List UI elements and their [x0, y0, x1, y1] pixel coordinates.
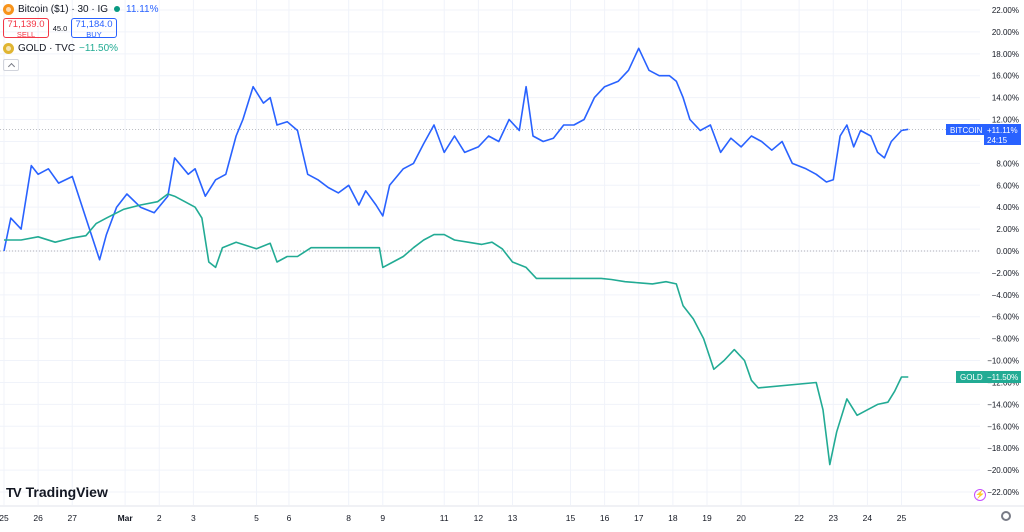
y-tick-label: 4.00%	[996, 203, 1019, 212]
gold-legend-row[interactable]: GOLD · TVC −11.50%	[3, 41, 158, 55]
buy-label: BUY	[86, 30, 102, 39]
bitcoin-symbol-title[interactable]: Bitcoin ($1) · 30 · IG	[18, 3, 109, 15]
y-tick-label: 0.00%	[996, 247, 1019, 256]
x-tick-label: 3	[191, 513, 196, 523]
x-tick-label: 26	[33, 513, 43, 523]
lightning-icon[interactable]: ⚡	[974, 489, 986, 501]
gold-icon	[3, 42, 14, 54]
x-tick-label: 22	[794, 513, 804, 523]
x-tick-label: 16	[600, 513, 610, 523]
y-tick-label: 20.00%	[992, 28, 1019, 37]
x-tick-label: 25	[0, 513, 9, 523]
y-tick-label: 2.00%	[996, 225, 1019, 234]
bitcoin-series-line[interactable]	[3, 47, 909, 261]
price-scale[interactable]: 22.00%20.00%18.00%16.00%14.00%12.00%10.0…	[987, 6, 1019, 497]
gold-tag-label: GOLD	[960, 373, 983, 382]
grid-lines	[0, 0, 1024, 507]
sell-button[interactable]: 71,139.0 SELL	[3, 18, 49, 39]
gold-last-value-tag: GOLD −11.50%	[956, 371, 1021, 383]
y-tick-label: −8.00%	[992, 335, 1019, 344]
y-tick-label: −6.00%	[992, 313, 1019, 322]
tradingview-logo-text: TradingView	[25, 484, 108, 500]
y-tick-label: −18.00%	[987, 444, 1019, 453]
buy-button[interactable]: 71,184.0 BUY	[71, 18, 117, 39]
x-tick-label: 24	[863, 513, 873, 523]
tradingview-logo[interactable]: TV TradingView	[6, 484, 108, 500]
gold-series-line[interactable]	[4, 193, 909, 466]
y-tick-label: 6.00%	[996, 181, 1019, 190]
bitcoin-tag-countdown: 24:15	[987, 136, 1008, 145]
time-scale[interactable]: 25 26 27 Mar 2 3 5 6 8 9 11 12 13 15 16 17 18 19 20 22 23 24 2…	[0, 513, 907, 523]
x-tick-label: 18	[668, 513, 678, 523]
chart-legend: Bitcoin ($1) · 30 · IG 11.11% 71,139.0 S…	[3, 2, 158, 71]
trade-buttons: 71,139.0 SELL 45.0 71,184.0 BUY	[3, 18, 158, 39]
x-tick-label: 12	[474, 513, 484, 523]
bitcoin-tag-label: BITCOIN	[950, 126, 983, 135]
y-tick-label: 12.00%	[992, 116, 1019, 125]
sell-price: 71,139.0	[7, 19, 45, 30]
collapse-legend-button[interactable]	[3, 59, 19, 71]
tradingview-mark-icon: TV	[6, 484, 22, 500]
x-tick-label: 6	[287, 513, 292, 523]
y-tick-label: −4.00%	[992, 291, 1019, 300]
market-open-icon	[114, 6, 121, 12]
x-tick-label: 20	[736, 513, 746, 523]
x-tick-label: 5	[254, 513, 259, 523]
bitcoin-change-value: 11.11%	[126, 3, 159, 15]
sell-label: SELL	[16, 30, 36, 39]
buy-price: 71,184.0	[75, 19, 113, 30]
bitcoin-last-value-tag: BITCOIN +11.11% 24:15	[946, 124, 1021, 145]
gold-change-value: −11.50%	[79, 42, 119, 54]
y-tick-label: −16.00%	[987, 422, 1019, 431]
y-tick-label: 18.00%	[992, 50, 1019, 59]
series-layer	[3, 47, 909, 466]
gear-icon[interactable]	[1001, 511, 1011, 521]
bitcoin-tag-value: +11.11%	[987, 126, 1018, 135]
x-tick-label: 23	[829, 513, 839, 523]
y-tick-label: −10.00%	[987, 357, 1019, 366]
bitcoin-legend-row[interactable]: Bitcoin ($1) · 30 · IG 11.11%	[3, 2, 158, 16]
y-tick-label: 14.00%	[992, 94, 1019, 103]
x-tick-label: 2	[157, 513, 162, 523]
x-tick-label: Mar	[118, 513, 134, 523]
x-tick-label: 17	[634, 513, 644, 523]
x-tick-label: 13	[508, 513, 518, 523]
gold-symbol-title[interactable]: GOLD · TVC	[18, 42, 76, 54]
y-tick-label: −14.00%	[987, 400, 1019, 409]
x-tick-label: 11	[440, 513, 449, 523]
y-tick-label: 16.00%	[992, 72, 1019, 81]
y-tick-label: 8.00%	[996, 159, 1019, 168]
gold-tag-value: −11.50%	[987, 373, 1018, 382]
x-tick-label: 27	[68, 513, 78, 523]
x-tick-label: 25	[897, 513, 907, 523]
y-tick-label: −20.00%	[987, 466, 1019, 475]
x-tick-label: 9	[380, 513, 385, 523]
y-tick-label: −22.00%	[987, 488, 1019, 497]
spread-value: 45.0	[52, 23, 68, 33]
bitcoin-icon	[3, 3, 14, 15]
x-tick-label: 8	[346, 513, 351, 523]
x-tick-label: 15	[566, 513, 576, 523]
x-tick-label: 19	[702, 513, 712, 523]
y-tick-label: 22.00%	[992, 6, 1019, 15]
y-tick-label: −2.00%	[992, 269, 1019, 278]
